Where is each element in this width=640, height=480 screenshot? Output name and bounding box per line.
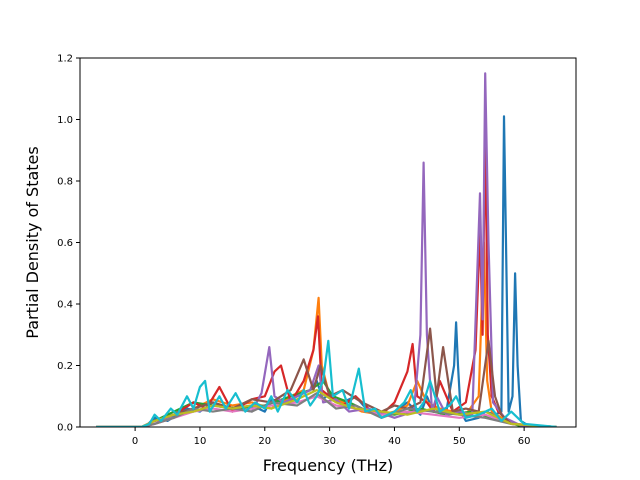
y-tick-label-1: 0.0 — [57, 423, 73, 434]
y-tick-label-2: 0.2 — [57, 361, 73, 372]
y-axis-title: Partial Density of States — [23, 146, 42, 338]
series-layer — [96, 72, 557, 427]
y-tick-label-6: 1.0 — [57, 115, 73, 126]
y-tick-label-5: 0.8 — [57, 177, 73, 188]
x-tick-label-4: 30 — [323, 436, 336, 447]
y-tick-label-3: 0.4 — [57, 300, 73, 311]
x-tick-label-7: 60 — [518, 436, 531, 447]
series-line-10 — [96, 339, 557, 427]
y-tick-label-7: 1.2 — [57, 54, 73, 65]
y-axis: 0.0 0.2 0.4 0.6 0.8 1.0 1.2 — [57, 54, 80, 434]
x-tick-label-3: 20 — [258, 436, 271, 447]
y-tick-label-4: 0.6 — [57, 238, 73, 249]
x-axis-title: Frequency (THz) — [263, 456, 393, 475]
x-tick-label-1: 0 — [132, 436, 138, 447]
x-tick-label-2: 10 — [194, 436, 207, 447]
x-tick-label-5: 40 — [388, 436, 401, 447]
x-tick-label-6: 50 — [453, 436, 466, 447]
x-axis: 0 10 20 30 40 50 60 — [132, 427, 531, 447]
